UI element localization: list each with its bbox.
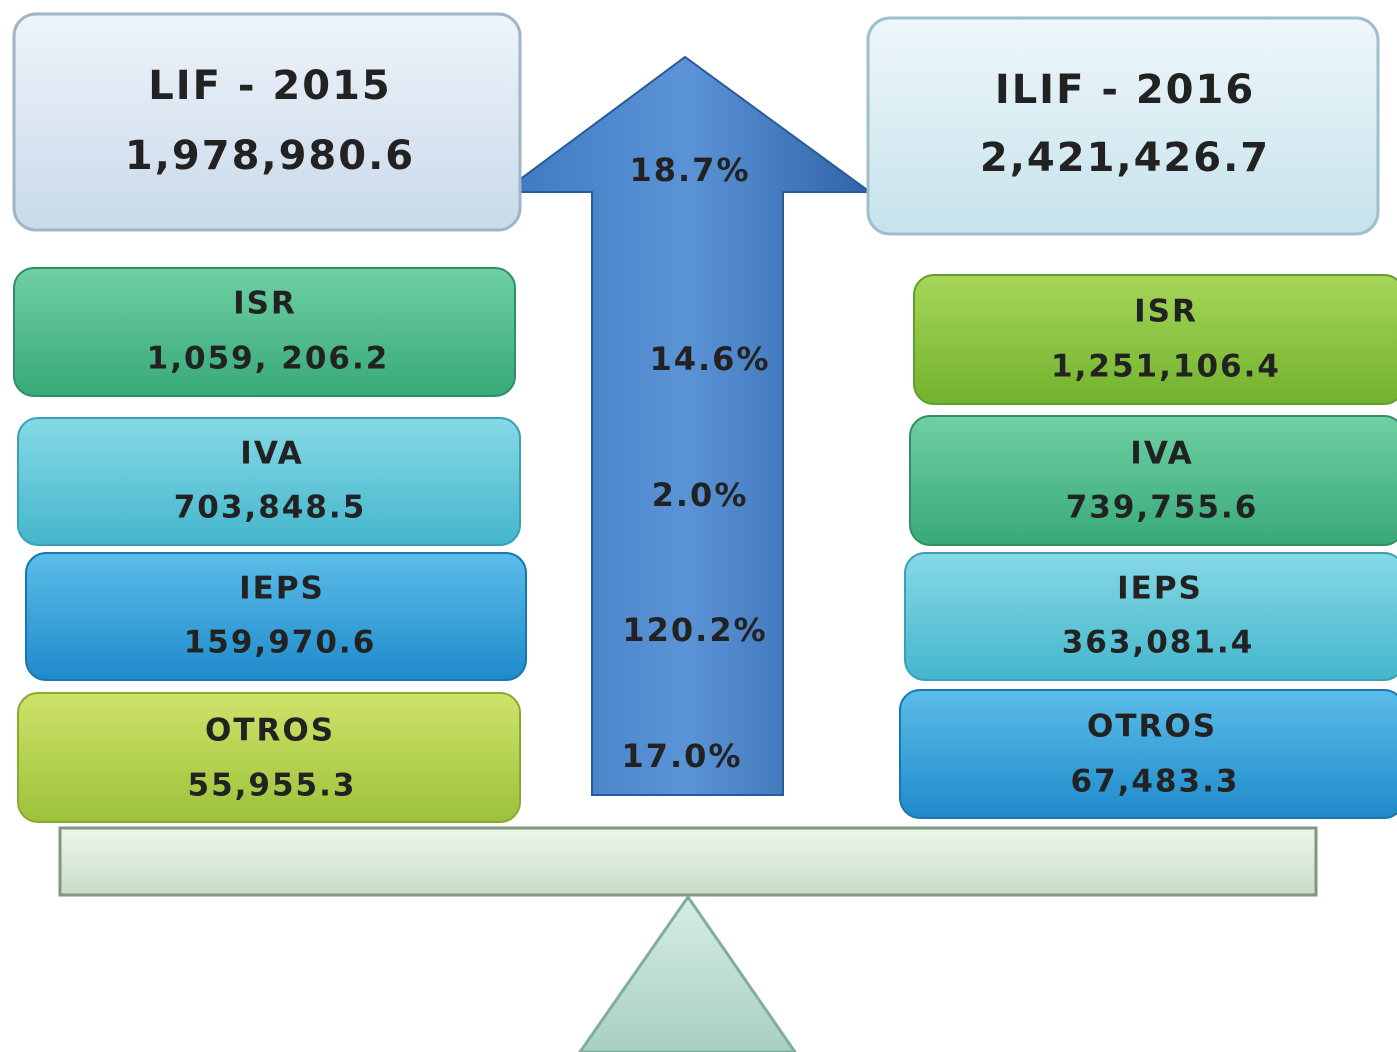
item-value: 739,755.6 [1066,490,1259,526]
item-box [25,552,527,681]
item-value: 363,081.4 [1062,625,1255,661]
item-value: 1,059, 206.2 [147,341,390,377]
item-value: 55,955.3 [188,768,357,804]
item-box [17,417,521,546]
item-box [13,267,516,397]
percentage: 120.2% [622,611,767,649]
item-value: 159,970.6 [184,625,377,661]
percentage: 14.6% [649,340,770,378]
item-value: 1,251,106.4 [1051,349,1281,385]
item-box [913,274,1397,405]
item-label: ISR [233,286,297,322]
item-label: IEPS [1117,571,1203,607]
item-label: IVA [240,436,303,472]
item-value: 703,848.5 [174,490,367,526]
item-box [17,692,521,823]
item-label: OTROS [1087,709,1217,745]
header-box [12,12,522,232]
item-box [899,689,1397,819]
percentage: 2.0% [652,476,749,514]
percentage: 18.7% [629,151,750,189]
percentage: 17.0% [621,737,742,775]
item-label: ISR [1134,294,1198,330]
header-title: ILIF - 2016 [995,67,1255,113]
item-label: OTROS [205,713,335,749]
item-value: 67,483.3 [1071,764,1240,800]
balance-beam [58,826,1318,897]
header-value: 2,421,426.7 [980,135,1270,181]
item-box [909,415,1397,546]
item-box [904,552,1397,681]
item-label: IEPS [239,571,325,607]
fulcrum [578,894,797,1052]
item-label: IVA [1130,436,1193,472]
header-box [866,16,1380,236]
header-title: LIF - 2015 [148,63,391,109]
header-value: 1,978,980.6 [125,133,415,179]
growth-arrow [499,55,874,796]
